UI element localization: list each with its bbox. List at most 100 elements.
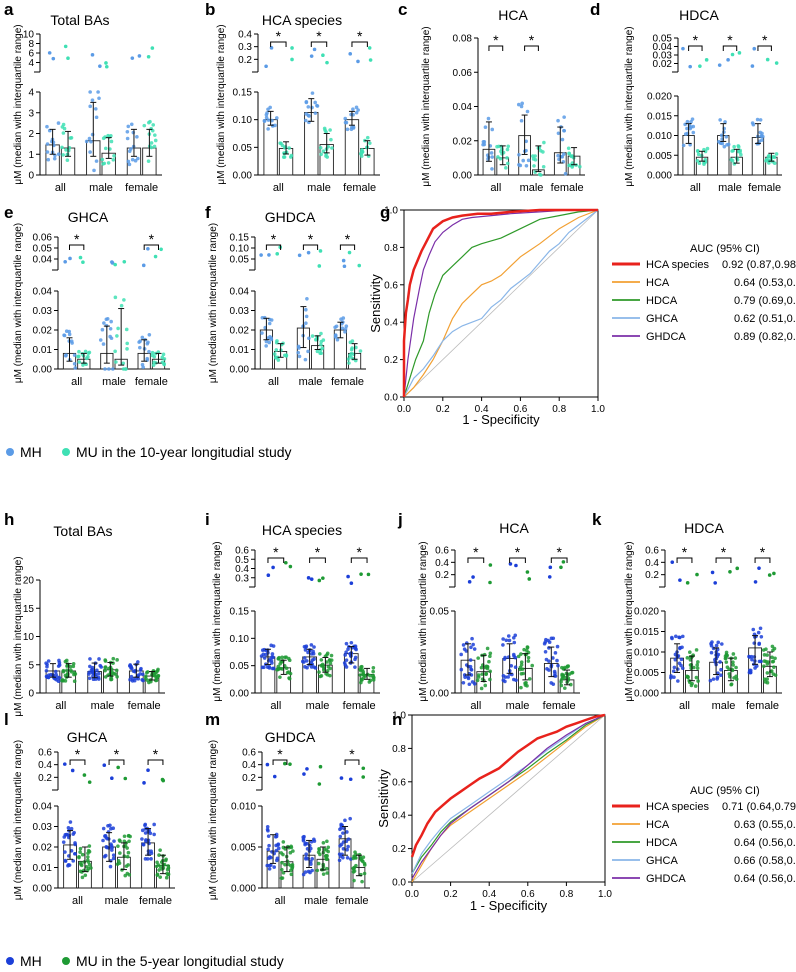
- outlier-dot-k: [678, 578, 682, 582]
- outlier-dot-f: [267, 253, 271, 257]
- sample-dot-k: [762, 664, 766, 668]
- y-tick-label-k: 0.000: [634, 689, 659, 700]
- outlier-dot-d: [717, 63, 722, 67]
- sample-dot-b: [280, 143, 285, 148]
- sample-dot-j: [526, 655, 531, 660]
- sample-dot-i: [302, 660, 306, 664]
- sample-dot-l: [109, 826, 113, 831]
- y-tick-label-a: 0: [28, 171, 34, 182]
- sample-dot-k: [677, 635, 681, 640]
- legend-label-g: HCA: [646, 277, 670, 289]
- sample-dot-j: [507, 638, 512, 643]
- sample-dot-h: [143, 676, 148, 681]
- sample-dot-d: [689, 125, 693, 129]
- sample-dot-a: [97, 96, 101, 101]
- sample-dot-l: [86, 855, 90, 859]
- sample-dot-f: [343, 327, 348, 331]
- sample-dot-c: [560, 137, 565, 142]
- panel-title-c: HCA: [498, 7, 528, 23]
- sample-dot-c: [517, 162, 521, 167]
- sample-dot-h: [72, 679, 77, 683]
- x-tick-label-f: female: [331, 376, 364, 388]
- sample-dot-m: [324, 853, 328, 858]
- sample-dot-l: [143, 823, 147, 828]
- panel-title-m: GHDCA: [265, 729, 316, 745]
- sample-dot-c: [481, 142, 485, 147]
- sample-dot-i: [318, 652, 322, 656]
- roc-curve-g-ghca: [403, 209, 599, 398]
- sample-dot-k: [693, 684, 698, 688]
- sample-dot-l: [69, 848, 74, 853]
- y-tick-label-e: 0.03: [33, 306, 53, 317]
- sample-dot-c: [498, 156, 503, 161]
- sample-dot-j: [484, 671, 489, 676]
- significance-star-j: *: [473, 544, 479, 560]
- sample-dot-h: [131, 677, 135, 681]
- sample-dot-i: [259, 654, 264, 658]
- legend-label-n: GHCA: [646, 855, 678, 867]
- panel-b: b HCA species μM (median with interquartil…: [205, 0, 380, 194]
- x-tick-label-h: female: [128, 700, 161, 712]
- sample-dot-c: [566, 146, 571, 151]
- sample-dot-h: [91, 674, 95, 678]
- sample-dot-b: [354, 105, 359, 110]
- panel-letter-h: h: [4, 510, 14, 529]
- sample-dot-m: [358, 856, 363, 861]
- sample-dot-c: [526, 158, 531, 163]
- significance-bracket-j: [550, 557, 568, 563]
- legend-bottom-mh-label: MH: [20, 953, 42, 969]
- sample-dot-i: [306, 650, 310, 655]
- sample-dot-c: [519, 118, 524, 123]
- outlier-dot-e: [63, 259, 67, 264]
- sample-dot-f: [297, 354, 302, 359]
- sample-dot-d: [705, 146, 710, 151]
- sample-dot-h: [111, 656, 116, 661]
- outlier-dot-m: [339, 776, 344, 780]
- outlier-dot-k: [728, 569, 732, 574]
- outlier-dot-f: [342, 264, 347, 269]
- sample-dot-c: [519, 104, 524, 109]
- sample-dot-l: [126, 863, 130, 867]
- sample-dot-a: [142, 123, 147, 128]
- y-tick-label-e: 0.02: [33, 326, 53, 337]
- x-tick-label-g: 0.4: [475, 404, 489, 415]
- sample-dot-l: [158, 875, 163, 879]
- sample-dot-m: [265, 824, 270, 829]
- sample-dot-h: [154, 670, 159, 674]
- significance-bracket-f: [339, 244, 356, 250]
- sample-dot-i: [283, 655, 287, 660]
- sample-dot-i: [371, 669, 375, 674]
- outlier-dot-e: [113, 262, 117, 267]
- sample-dot-a: [106, 161, 111, 165]
- significance-star-f: *: [271, 231, 277, 247]
- sample-dot-j: [560, 676, 565, 681]
- sample-dot-k: [773, 656, 777, 661]
- sample-dot-c: [570, 165, 574, 169]
- legend-header-n: AUC (95% CI): [690, 785, 760, 797]
- outlier-dot-j: [467, 580, 472, 584]
- sample-dot-f: [307, 336, 311, 341]
- outlier-dot-b: [290, 57, 294, 62]
- sample-dot-k: [754, 664, 759, 668]
- sample-dot-j: [520, 667, 525, 671]
- x-tick-label-k: male: [712, 700, 736, 712]
- sample-dot-m: [309, 846, 313, 851]
- sample-dot-i: [264, 652, 268, 657]
- sample-dot-f: [303, 357, 308, 362]
- y-tick-label-l: 0.02: [33, 843, 53, 854]
- y-tick-label-upper-l: 0.6: [38, 748, 52, 759]
- sample-dot-l: [123, 873, 128, 878]
- sample-dot-c: [499, 149, 503, 154]
- panel-letter-k: k: [592, 510, 602, 529]
- sample-dot-l: [149, 849, 153, 854]
- sample-dot-c: [483, 125, 488, 130]
- legend-label-n: HDCA: [646, 837, 678, 849]
- sample-dot-j: [551, 656, 555, 660]
- sample-dot-b: [351, 126, 356, 130]
- sample-dot-b: [322, 126, 327, 131]
- sample-dot-m: [321, 850, 326, 855]
- significance-bracket-j: [467, 557, 485, 563]
- sample-dot-k: [672, 665, 677, 670]
- sample-dot-e: [161, 352, 166, 357]
